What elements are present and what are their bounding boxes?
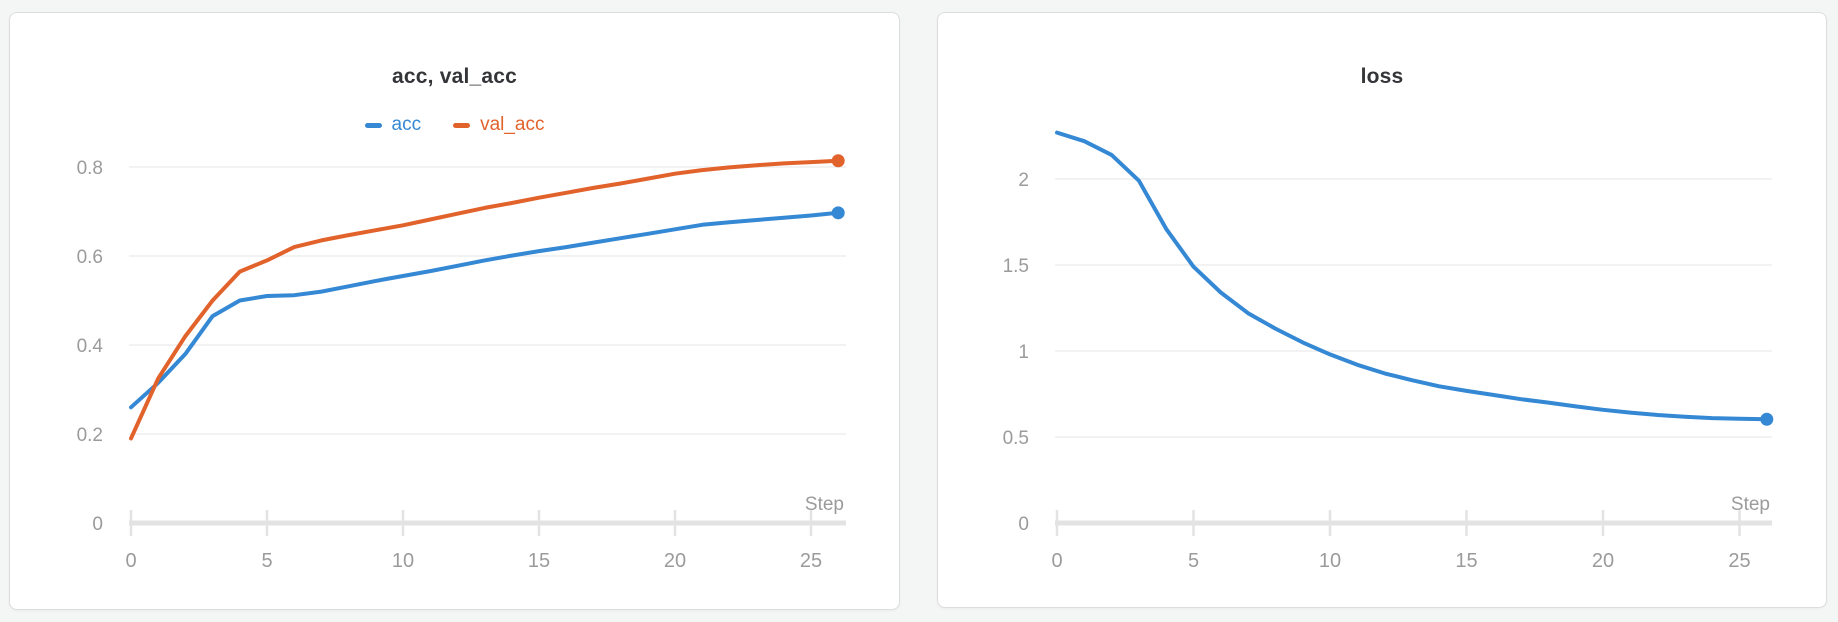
legend-label-val-acc: val_acc [480,114,545,135]
x-tick-label: 0 [125,550,136,572]
legend-label-acc: acc [391,114,422,135]
series-line-acc [129,210,841,410]
y-tick-label: 0.4 [77,336,104,357]
x-tick-label: 25 [1728,550,1750,572]
x-tick-label: 5 [261,550,272,572]
chart-title: loss [1360,65,1404,88]
line-chart-acc-val-acc: 0 0.2 0.4 0.6 0.8 0 5 10 15 20 25 Step [77,154,846,572]
series-endpoint-dot-acc [831,206,845,220]
y-tick-label: 2 [1018,170,1029,191]
series-endpoint-dot-loss [1760,412,1774,426]
legend-swatch-val-acc [453,122,471,128]
panel-loss[interactable]: loss 0 0.5 1 1.5 2 0 5 10 15 20 25 Step [937,12,1827,608]
chart-legend: acc val_acc [10,113,899,137]
panel-acc-val-acc[interactable]: acc, val_acc acc val_acc 0 0.2 0.4 0.6 0.8 0 5… [9,12,900,610]
x-tick-label: 15 [528,550,550,572]
chart-title: acc, val_acc [391,65,518,88]
series-endpoint-dot-val_acc [831,154,845,168]
x-tick-label: 10 [392,550,414,572]
x-tick-label: 0 [1051,550,1062,572]
legend-item-acc: acc [364,114,422,136]
y-tick-label: 0.5 [1003,428,1029,449]
y-tick-label: 0.2 [77,425,103,446]
y-tick-label: 0 [92,514,103,535]
legend-swatch-acc [364,122,382,128]
x-tick-label: 15 [1455,550,1477,572]
x-tick-label: 10 [1319,550,1341,572]
y-tick-label: 1 [1018,342,1029,363]
series-line-loss [1055,130,1769,422]
x-tick-label: 5 [1188,550,1199,572]
series-line-val_acc [129,158,841,441]
x-tick-label: 25 [800,550,822,572]
x-axis-title: Step [1731,494,1770,515]
y-tick-label: 1.5 [1003,256,1029,277]
legend-item-val-acc: val_acc [453,114,545,136]
x-tick-label: 20 [1592,550,1614,572]
y-tick-label: 0.8 [77,158,103,179]
x-axis-title: Step [805,494,844,515]
x-tick-label: 20 [664,550,686,572]
y-tick-label: 0.6 [77,247,103,268]
y-tick-label: 0 [1018,514,1029,535]
